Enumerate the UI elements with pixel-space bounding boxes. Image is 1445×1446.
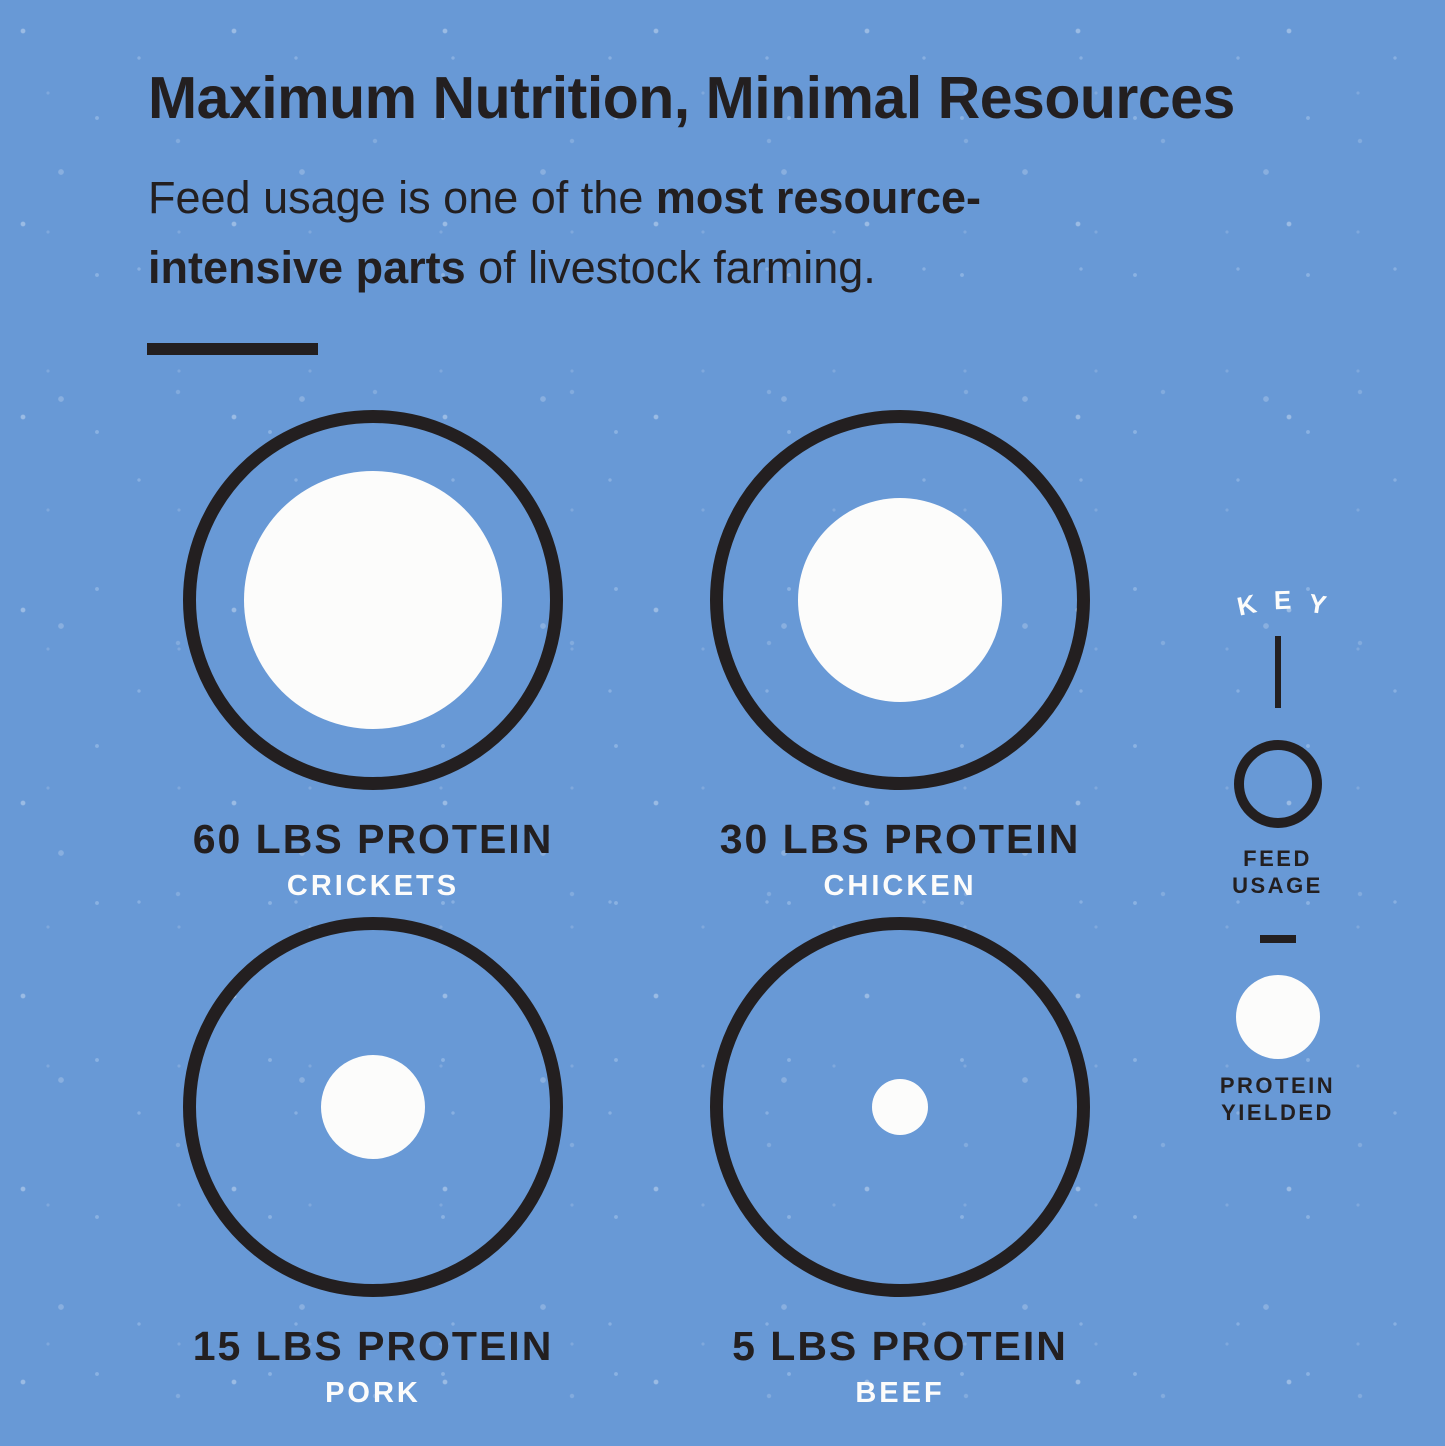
feed-usage-ring	[710, 917, 1090, 1297]
protein-amount-label: 60 LBS PROTEIN	[192, 816, 554, 862]
subtitle: Feed usage is one of the most resource- …	[148, 163, 1198, 303]
feed-usage-label-line-1: FEED	[1243, 846, 1312, 871]
feed-usage-ring-icon	[1233, 740, 1322, 828]
feed-usage-ring	[183, 917, 563, 1297]
protein-yield-circle	[321, 1055, 425, 1159]
protein-yield-circle	[798, 498, 1002, 702]
subtitle-line-1: Feed usage is one of the most resource-	[148, 172, 981, 223]
feed-usage-ring	[183, 410, 563, 790]
key-dash-divider	[1259, 935, 1296, 943]
animal-name-label: BEEF	[855, 1377, 945, 1409]
animal-group: 15 LBS PROTEIN PORK	[183, 917, 563, 1410]
divider-rule	[147, 343, 318, 355]
animal-name-label: CRICKETS	[286, 870, 460, 902]
protein-amount-label: 5 LBS PROTEIN	[732, 1323, 1068, 1369]
animal-group: 30 LBS PROTEIN CHICKEN	[710, 410, 1090, 903]
subtitle-line-2: intensive parts of livestock farming.	[148, 242, 876, 293]
feed-usage-ring	[710, 410, 1090, 790]
animal-group: 60 LBS PROTEIN CRICKETS	[183, 410, 563, 903]
animal-name-label: CHICKEN	[823, 870, 977, 902]
page-title: Maximum Nutrition, Minimal Resources	[148, 65, 1235, 131]
protein-yielded-label-line-1: PROTEIN	[1219, 1073, 1336, 1098]
protein-yield-circle	[872, 1079, 928, 1135]
protein-amount-label: 15 LBS PROTEIN	[192, 1323, 554, 1369]
animal-group: 5 LBS PROTEIN BEEF	[710, 917, 1090, 1410]
protein-yield-circle	[244, 471, 502, 729]
protein-yielded-label-line-2: YIELDED	[1221, 1100, 1334, 1125]
protein-amount-label: 30 LBS PROTEIN	[719, 816, 1081, 862]
animal-name-label: PORK	[325, 1377, 421, 1409]
feed-usage-label-line-2: USAGE	[1232, 873, 1323, 898]
protein-yielded-label: PROTEIN YIELDED	[1150, 1072, 1405, 1126]
protein-yielded-circle-icon	[1235, 975, 1320, 1059]
key-connector-line	[1274, 636, 1281, 708]
feed-usage-label: FEED USAGE	[1150, 845, 1405, 899]
